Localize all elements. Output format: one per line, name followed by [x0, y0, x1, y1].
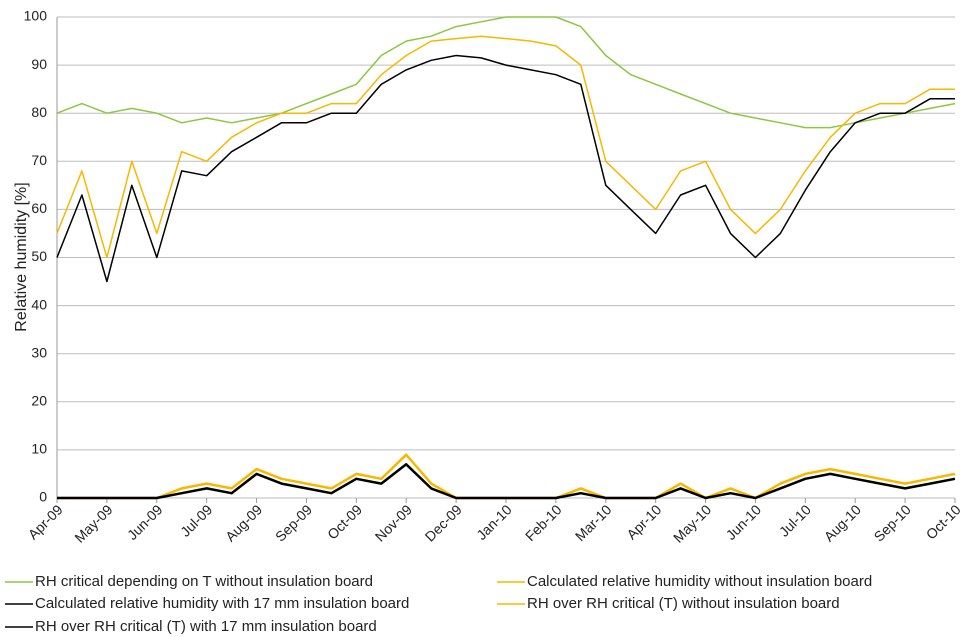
legend-label: Calculated relative humidity with 17 mm …: [35, 595, 409, 612]
x-tick-label: Mar-10: [572, 501, 615, 544]
series-line: [56, 16, 956, 129]
legend-label: RH over RH critical (T) with 17 mm insul…: [35, 618, 377, 635]
x-tick-label: May-09: [71, 501, 115, 545]
y-tick-label: 10: [31, 441, 47, 457]
x-tick-label: Apr-10: [623, 501, 664, 542]
y-tick-label: 20: [31, 393, 47, 409]
y-tick-label: 0: [39, 489, 47, 505]
y-tick-label: 100: [24, 8, 48, 24]
y-tick-label: 80: [31, 104, 47, 120]
y-axis-title: Relative humidity [%]: [13, 182, 30, 331]
x-tick-label: Aug-09: [222, 501, 265, 544]
x-tick-label: Jan-10: [473, 501, 515, 543]
x-tick-label: Aug-10: [821, 501, 864, 544]
x-tick-label: Apr-09: [25, 501, 66, 542]
x-tick-label: Jul-09: [177, 501, 215, 539]
y-tick-label: 50: [31, 248, 47, 264]
legend-label: RH over RH critical (T) without insulati…: [527, 595, 840, 612]
x-tick-label: Dec-09: [422, 501, 465, 544]
series-line: [57, 463, 956, 500]
y-tick-label: 70: [31, 152, 47, 168]
series-line: [56, 35, 955, 259]
y-tick-label: 90: [31, 56, 47, 72]
series-line: [56, 54, 955, 283]
y-tick-label: 30: [31, 344, 47, 360]
x-tick-label: Jul-10: [776, 501, 814, 539]
x-tick-label: Oct-10: [923, 501, 962, 542]
x-tick-label: Feb-10: [522, 501, 565, 544]
x-tick-label: Jun-09: [124, 501, 166, 543]
x-tick-label: May-10: [670, 501, 714, 545]
x-tick-label: Sep-09: [272, 501, 315, 544]
x-tick-label: Jun-10: [723, 501, 765, 543]
legend-label: Calculated relative humidity without ins…: [527, 573, 872, 590]
y-tick-label: 60: [31, 200, 47, 216]
x-tick-label: Sep-10: [871, 501, 914, 544]
legend-label: RH critical depending on T without insul…: [35, 573, 373, 590]
x-tick-label: Nov-09: [372, 501, 415, 544]
x-tick-label: Oct-09: [324, 501, 365, 542]
y-tick-label: 40: [31, 296, 47, 312]
